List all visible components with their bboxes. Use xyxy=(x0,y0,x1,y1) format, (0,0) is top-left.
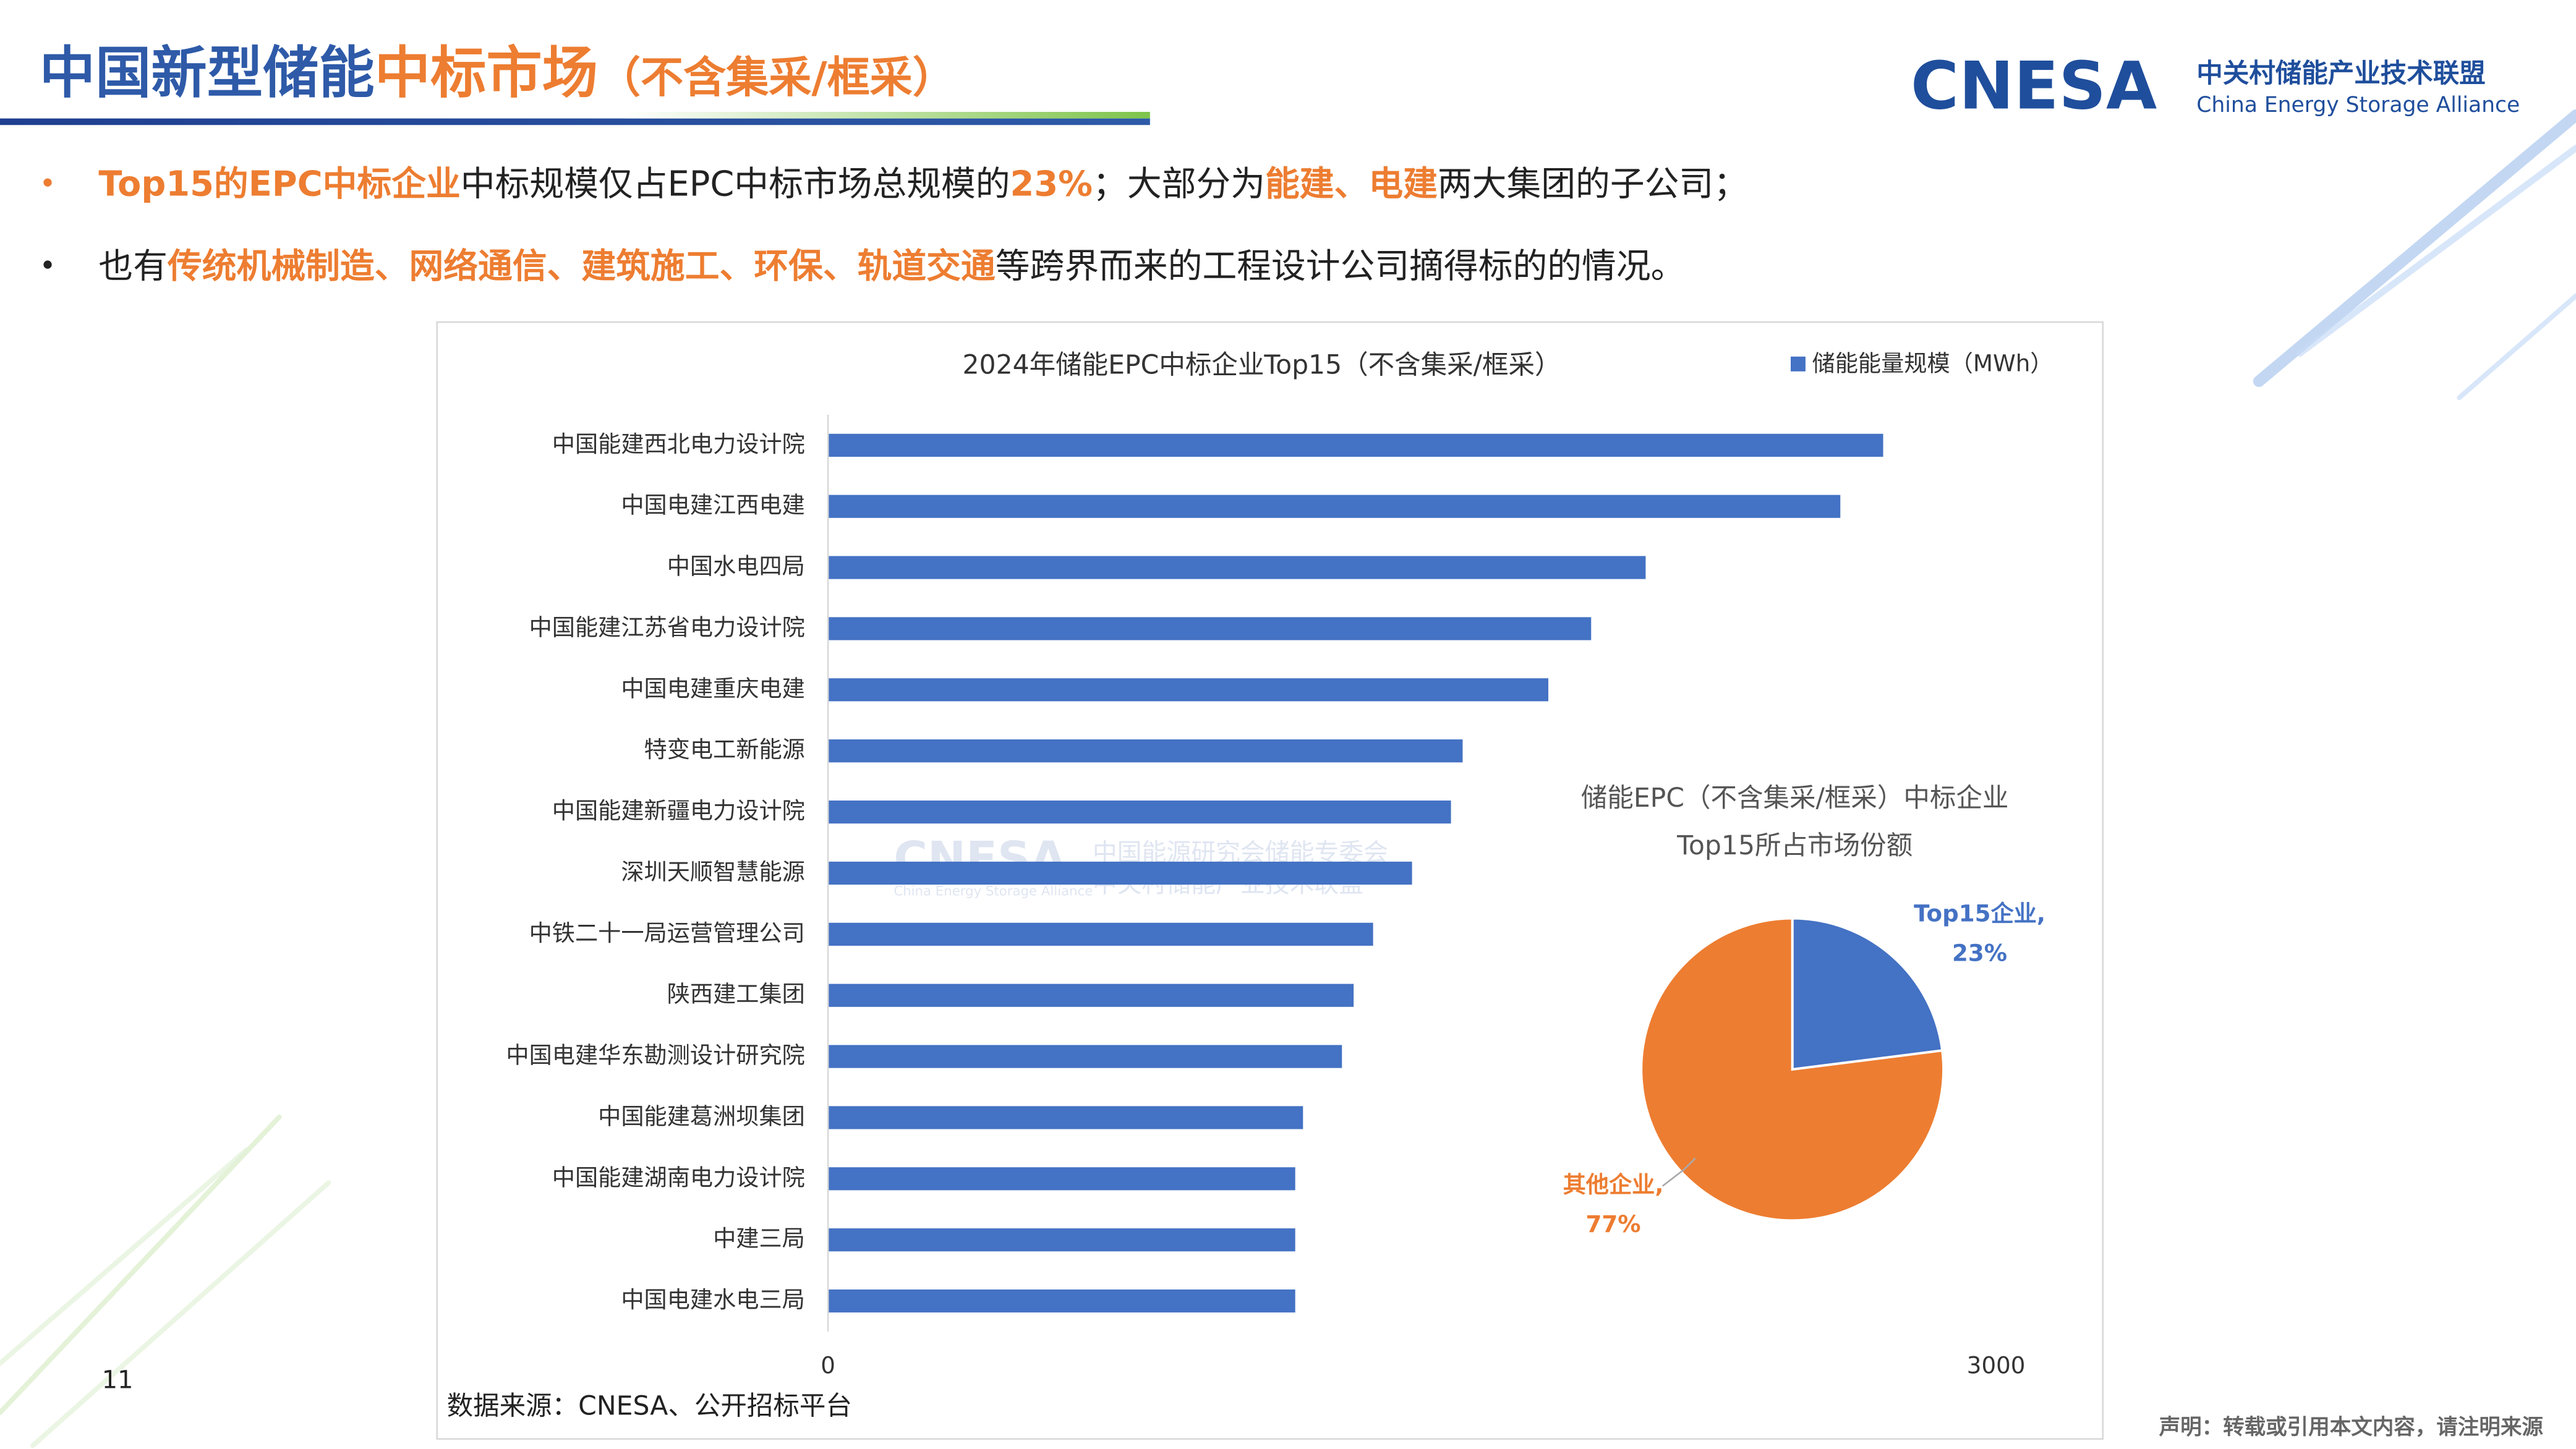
y-tick-label: 中国能建西北电力设计院 xyxy=(552,430,805,457)
pie-value-label: 77% xyxy=(1586,1210,1641,1238)
y-tick-label: 中铁二十一局运营管理公司 xyxy=(529,919,805,946)
bar xyxy=(828,1045,1342,1068)
copyright-notice: 声明：转载或引用本文内容，请注明来源 xyxy=(2159,1415,2544,1440)
x-tick-label: 0 xyxy=(821,1351,835,1379)
pie-category-label: Top15企业, xyxy=(1914,900,2045,927)
bar xyxy=(828,861,1412,885)
source-note: 数据来源：CNESA、公开招标平台 xyxy=(447,1392,852,1422)
logo-mark: CNESA xyxy=(1911,48,2157,125)
pie-slice xyxy=(1791,917,1944,1071)
y-tick-label: 中国能建新疆电力设计院 xyxy=(552,797,805,824)
header-rule xyxy=(0,118,1150,125)
chart-title: 2024年储能EPC中标企业Top15（不含集采/框采） xyxy=(963,350,1561,380)
watermark-text: China Energy Storage Alliance xyxy=(893,883,1093,899)
bar xyxy=(828,556,1646,579)
bar xyxy=(828,984,1354,1007)
header-accent xyxy=(624,111,1150,119)
x-tick-label: 3000 xyxy=(1967,1351,2026,1379)
y-tick-label: 中国水电四局 xyxy=(667,553,805,580)
y-tick-label: 中国能建葛洲坝集团 xyxy=(598,1102,805,1129)
y-tick-label: 中国电建重庆电建 xyxy=(621,674,805,702)
pie-title: 储能EPC（不含集采/框采）中标企业Top15所占市场份额 xyxy=(1580,781,2009,861)
pie-slice xyxy=(1640,917,1945,1222)
y-tick-label: 中国电建江西电建 xyxy=(621,491,805,519)
bar xyxy=(828,617,1592,640)
y-tick-label: 特变电工新能源 xyxy=(644,736,805,763)
y-tick-label: 中建三局 xyxy=(713,1225,805,1252)
bar xyxy=(828,678,1548,702)
bar xyxy=(828,495,1841,518)
bar xyxy=(828,800,1451,824)
logo-name-en: China Energy Storage Alliance xyxy=(2196,93,2520,117)
pie-title-box: 储能EPC（不含集采/框采）中标企业Top15所占市场份额 xyxy=(1580,781,2009,861)
bar xyxy=(828,1167,1295,1191)
bullet-dot xyxy=(43,178,52,187)
bullet: 也有传统机械制造、网络通信、建筑施工、环保、轨道交通等跨界而来的工程设计公司摘得… xyxy=(98,246,1685,286)
pie-value-label: 23% xyxy=(1952,939,2007,966)
header-title: 中国新型储能中标市场（不含集采/框采） xyxy=(40,41,955,106)
y-tick-label: 中国电建水电三局 xyxy=(621,1286,805,1313)
bullet-dot xyxy=(43,260,52,269)
bar xyxy=(828,739,1463,763)
logo-name: 中关村储能产业技术联盟 xyxy=(2196,59,2486,89)
pie-category-label: 其他企业, xyxy=(1563,1171,1664,1198)
y-tick-label: 中国能建江苏省电力设计院 xyxy=(529,613,805,640)
leader-line xyxy=(1661,1157,1696,1187)
y-tick-label: 陕西建工集团 xyxy=(667,980,805,1008)
y-tick-label: 深圳天顺智慧能源 xyxy=(621,858,805,885)
bar xyxy=(828,1106,1303,1129)
bar xyxy=(828,1289,1295,1313)
bar xyxy=(828,433,1883,457)
decoration xyxy=(0,109,2576,1448)
bar xyxy=(828,1228,1295,1252)
legend-label: 储能能量规模（MWh） xyxy=(1812,350,2054,377)
y-tick-label: 中国能建湖南电力设计院 xyxy=(552,1163,805,1191)
page-number: 11 xyxy=(102,1366,134,1394)
bullet: Top15的EPC中标企业中标规模仅占EPC中标市场总规模的23%；大部分为能建… xyxy=(98,164,1748,204)
bar xyxy=(828,922,1373,946)
legend-swatch xyxy=(1791,356,1806,372)
y-tick-label: 中国电建华东勘测设计研究院 xyxy=(506,1042,804,1069)
